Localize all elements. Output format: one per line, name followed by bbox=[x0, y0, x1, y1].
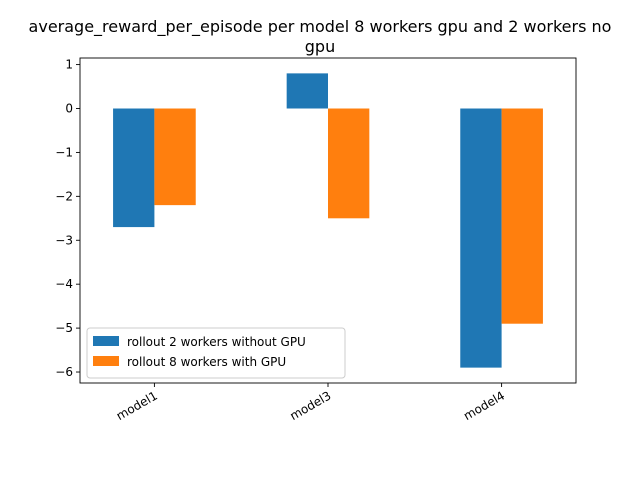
y-tick-label: −6 bbox=[55, 365, 73, 379]
y-tick-label: −2 bbox=[55, 189, 73, 203]
legend-swatch-series-1 bbox=[93, 336, 119, 346]
y-tick-label: 1 bbox=[65, 58, 73, 72]
legend-label-series-1: rollout 2 workers without GPU bbox=[127, 335, 306, 349]
y-tick-label: 0 bbox=[65, 102, 73, 116]
bars-layer bbox=[113, 73, 543, 368]
legend-swatch-series-2 bbox=[93, 356, 119, 366]
y-tick-label: −4 bbox=[55, 277, 73, 291]
chart-title: average_reward_per_episode per model 8 w… bbox=[29, 17, 612, 56]
legend-box bbox=[86, 327, 346, 379]
bar-model1-series-2 bbox=[154, 108, 196, 206]
y-tick-label: −1 bbox=[55, 145, 73, 159]
chart-title-line-1: average_reward_per_episode per model 8 w… bbox=[29, 17, 612, 37]
y-tick-label: −3 bbox=[55, 233, 73, 247]
bar-model1-series-1 bbox=[113, 108, 155, 228]
bar-model3-series-1 bbox=[286, 73, 328, 109]
bar-model4-series-2 bbox=[501, 108, 543, 324]
y-tick-label: −5 bbox=[55, 321, 73, 335]
bar-model3-series-2 bbox=[328, 108, 370, 219]
legend: rollout 2 workers without GPU rollout 8 w… bbox=[86, 327, 346, 379]
legend-label-series-2: rollout 8 workers with GPU bbox=[127, 355, 286, 369]
plot-area-frame bbox=[79, 57, 577, 384]
y-axis: 1 0 −1 −2 −3 −4 −5 −6 bbox=[55, 58, 80, 379]
bar-model4-series-1 bbox=[460, 108, 502, 368]
chart-title-line-2: gpu bbox=[305, 37, 335, 56]
